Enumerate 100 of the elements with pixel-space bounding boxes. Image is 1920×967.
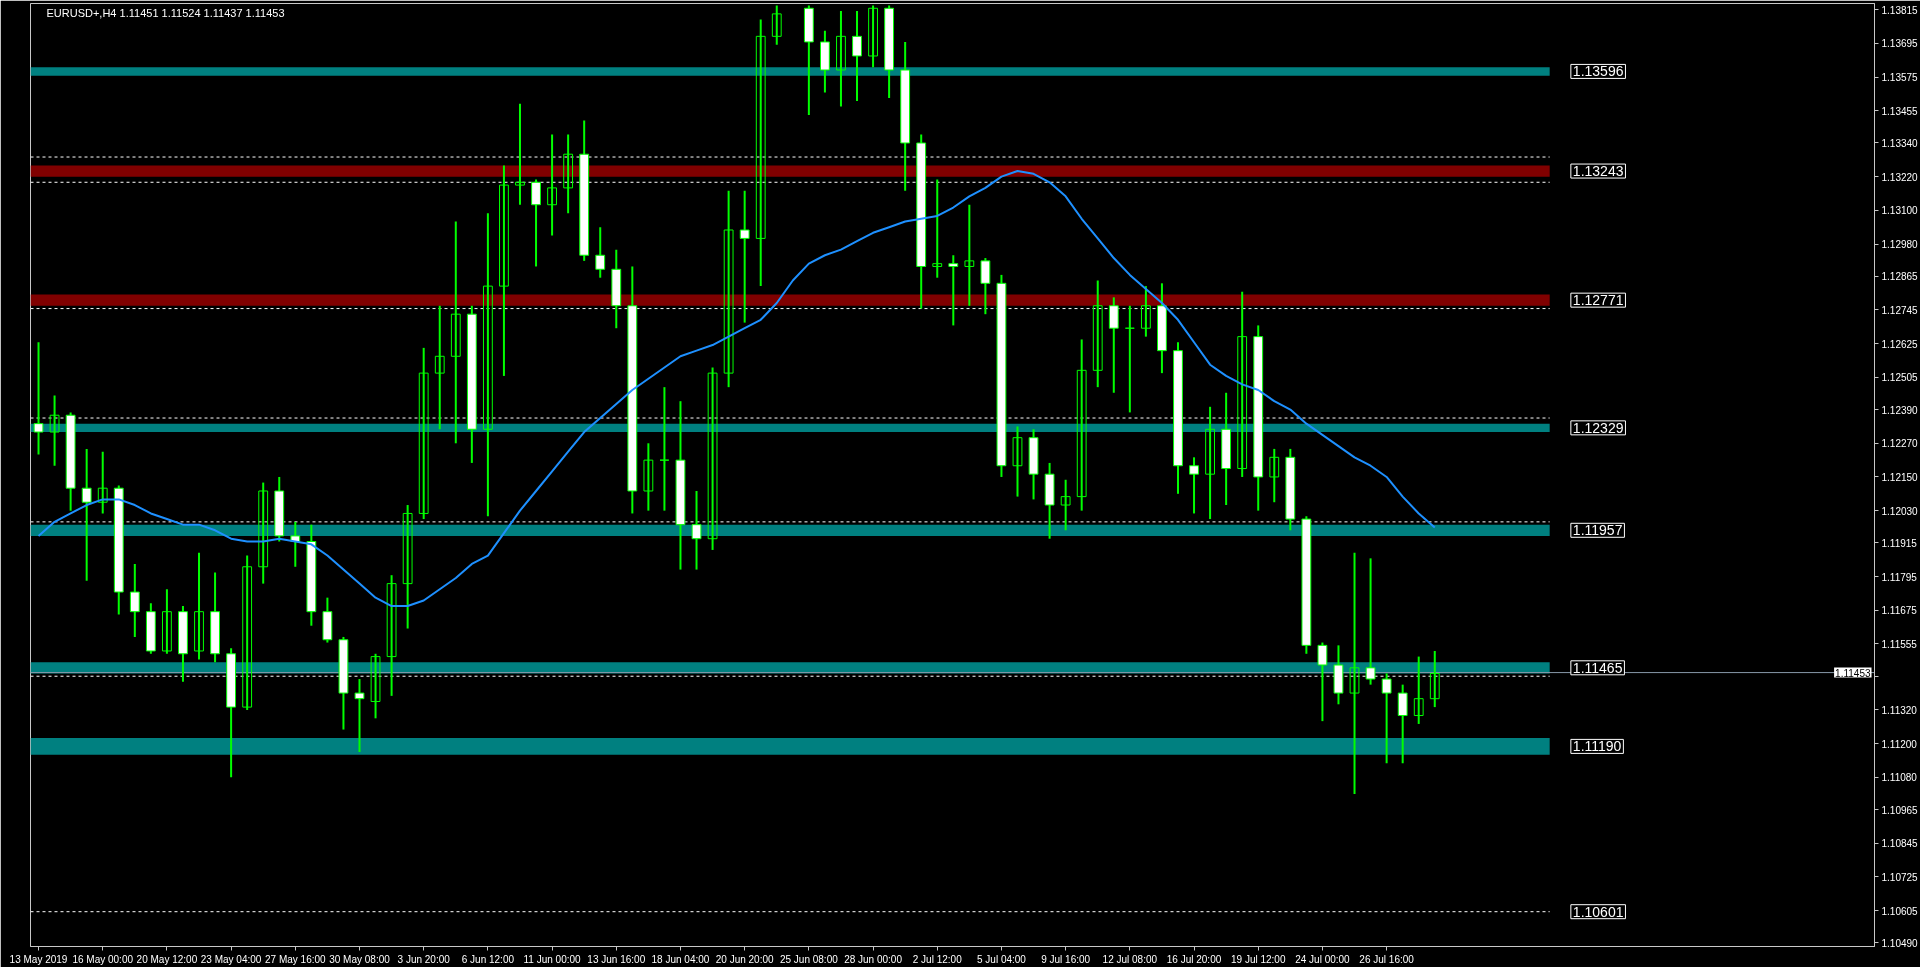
candlestick xyxy=(1092,279,1103,389)
x-tick-label: 3 Jun 20:00 xyxy=(397,953,451,965)
y-tick-label: 1.12030 xyxy=(1881,505,1919,517)
y-tick-label: 1.12745 xyxy=(1881,304,1919,316)
x-tick-label: 30 May 08:00 xyxy=(329,953,391,965)
x-tick-label: 27 May 16:00 xyxy=(265,953,327,965)
candlestick xyxy=(836,10,846,108)
x-tick-label: 5 Jul 04:00 xyxy=(976,953,1027,965)
x-tick-label: 19 Jul 12:00 xyxy=(1230,953,1286,965)
band-label: 1.11957 xyxy=(1572,522,1623,539)
candlestick xyxy=(852,10,862,102)
x-tick-label: 20 May 12:00 xyxy=(136,953,198,965)
x-tick-label: 24 Jul 00:00 xyxy=(1295,953,1351,965)
band-label: 1.13596 xyxy=(1572,63,1624,80)
y-tick-label: 1.12625 xyxy=(1881,338,1919,350)
candlestick xyxy=(129,562,140,638)
candlestick xyxy=(434,304,445,431)
band-label: 1.12329 xyxy=(1572,419,1624,436)
x-tick-label: 28 Jun 00:00 xyxy=(844,953,903,965)
candlestick xyxy=(643,442,654,512)
candlestick xyxy=(515,102,525,206)
candlestick xyxy=(162,588,172,655)
candlestick xyxy=(418,346,429,521)
candlestick xyxy=(868,4,878,69)
y-tick-label: 1.10965 xyxy=(1881,804,1919,816)
x-tick-label: 12 Jul 08:00 xyxy=(1102,953,1158,965)
candlestick xyxy=(386,574,397,697)
candlestick xyxy=(354,678,365,754)
x-tick-label: 11 Jun 00:00 xyxy=(523,953,582,965)
y-tick-label: 1.10845 xyxy=(1881,838,1919,850)
candlestick xyxy=(370,652,381,720)
candlestick xyxy=(1397,683,1408,765)
chart-title: EURUSD+,H4 1.11451 1.11524 1.11437 1.11453 xyxy=(46,6,285,19)
y-tick-label: 1.12865 xyxy=(1881,271,1919,283)
x-tick-label: 2 Jul 12:00 xyxy=(912,953,963,965)
candlestick xyxy=(595,226,606,279)
x-tick-label: 13 Jun 16:00 xyxy=(587,953,646,965)
candlestick xyxy=(547,133,557,237)
band-label: 1.12771 xyxy=(1572,292,1624,309)
candlestick xyxy=(964,203,975,307)
candlestick xyxy=(1269,447,1280,504)
x-tick-label: 26 Jul 16:00 xyxy=(1359,953,1415,965)
y-tick-label: 1.12980 xyxy=(1881,239,1919,251)
candlestick xyxy=(1349,551,1360,796)
y-tick-label: 1.10725 xyxy=(1881,871,1919,883)
x-tick-label: 13 May 2019 xyxy=(9,953,68,965)
y-tick-label: 1.12150 xyxy=(1881,471,1919,483)
y-tick-label: 1.13695 xyxy=(1881,38,1919,50)
candlestick xyxy=(49,394,60,467)
x-tick-label: 18 Jun 04:00 xyxy=(651,953,710,965)
y-tick-label: 1.10605 xyxy=(1881,905,1919,917)
y-tick-label: 1.11200 xyxy=(1881,738,1918,750)
y-tick-label: 1.12270 xyxy=(1881,438,1919,450)
y-tick-label: 1.11320 xyxy=(1881,704,1918,716)
x-tick-label: 20 Jun 20:00 xyxy=(715,953,775,965)
line-series xyxy=(37,170,1436,608)
x-tick-label: 6 Jun 12:00 xyxy=(461,953,515,965)
candlestick xyxy=(1205,405,1215,521)
y-tick-label: 1.11555 xyxy=(1881,638,1918,650)
candlestick xyxy=(242,554,253,711)
candlestick xyxy=(1076,338,1087,512)
ref-line-label: 1.11453 xyxy=(1835,667,1871,679)
band-label: 1.11190 xyxy=(1572,738,1622,755)
x-tick-label: 23 May 04:00 xyxy=(200,953,262,965)
candlestick xyxy=(755,18,766,288)
ref-line-label: 1.10601 xyxy=(1572,903,1624,920)
candlestick xyxy=(258,481,269,585)
candlestick xyxy=(563,133,574,215)
y-tick-label: 1.11795 xyxy=(1881,571,1918,583)
candlestick xyxy=(499,164,509,377)
y-tick-label: 1.10490 xyxy=(1881,937,1919,949)
candlestick xyxy=(1060,478,1071,532)
candlestick xyxy=(1012,425,1023,498)
candlestick xyxy=(482,212,493,518)
candlestick xyxy=(932,178,943,279)
band-label: 1.13243 xyxy=(1572,163,1624,180)
candlestick xyxy=(1237,290,1248,478)
y-tick-label: 1.13815 xyxy=(1881,4,1919,16)
candlestick xyxy=(1189,456,1199,515)
x-tick-label: 16 May 00:00 xyxy=(72,953,134,965)
candlestick xyxy=(1413,655,1424,725)
candlestick xyxy=(194,551,204,661)
candlestick xyxy=(1140,285,1151,338)
y-tick-label: 1.11080 xyxy=(1881,772,1918,784)
candlestick xyxy=(659,386,670,512)
y-tick-label: 1.12390 xyxy=(1881,404,1919,416)
candlestick xyxy=(402,504,413,630)
candlestick xyxy=(723,189,734,389)
y-tick-label: 1.13220 xyxy=(1881,171,1919,183)
y-tick-label: 1.11675 xyxy=(1881,605,1918,617)
candlestick xyxy=(707,366,718,551)
candlestick xyxy=(771,4,782,46)
y-tick-label: 1.13340 xyxy=(1881,137,1919,149)
x-tick-label: 16 Jul 20:00 xyxy=(1166,953,1222,965)
candlestick xyxy=(450,220,461,445)
x-tick-label: 9 Jul 16:00 xyxy=(1041,953,1091,965)
band-label: 1.11465 xyxy=(1572,659,1623,676)
y-tick-label: 1.11915 xyxy=(1881,537,1918,549)
candlestick xyxy=(97,450,108,515)
y-tick-label: 1.12505 xyxy=(1881,372,1919,384)
